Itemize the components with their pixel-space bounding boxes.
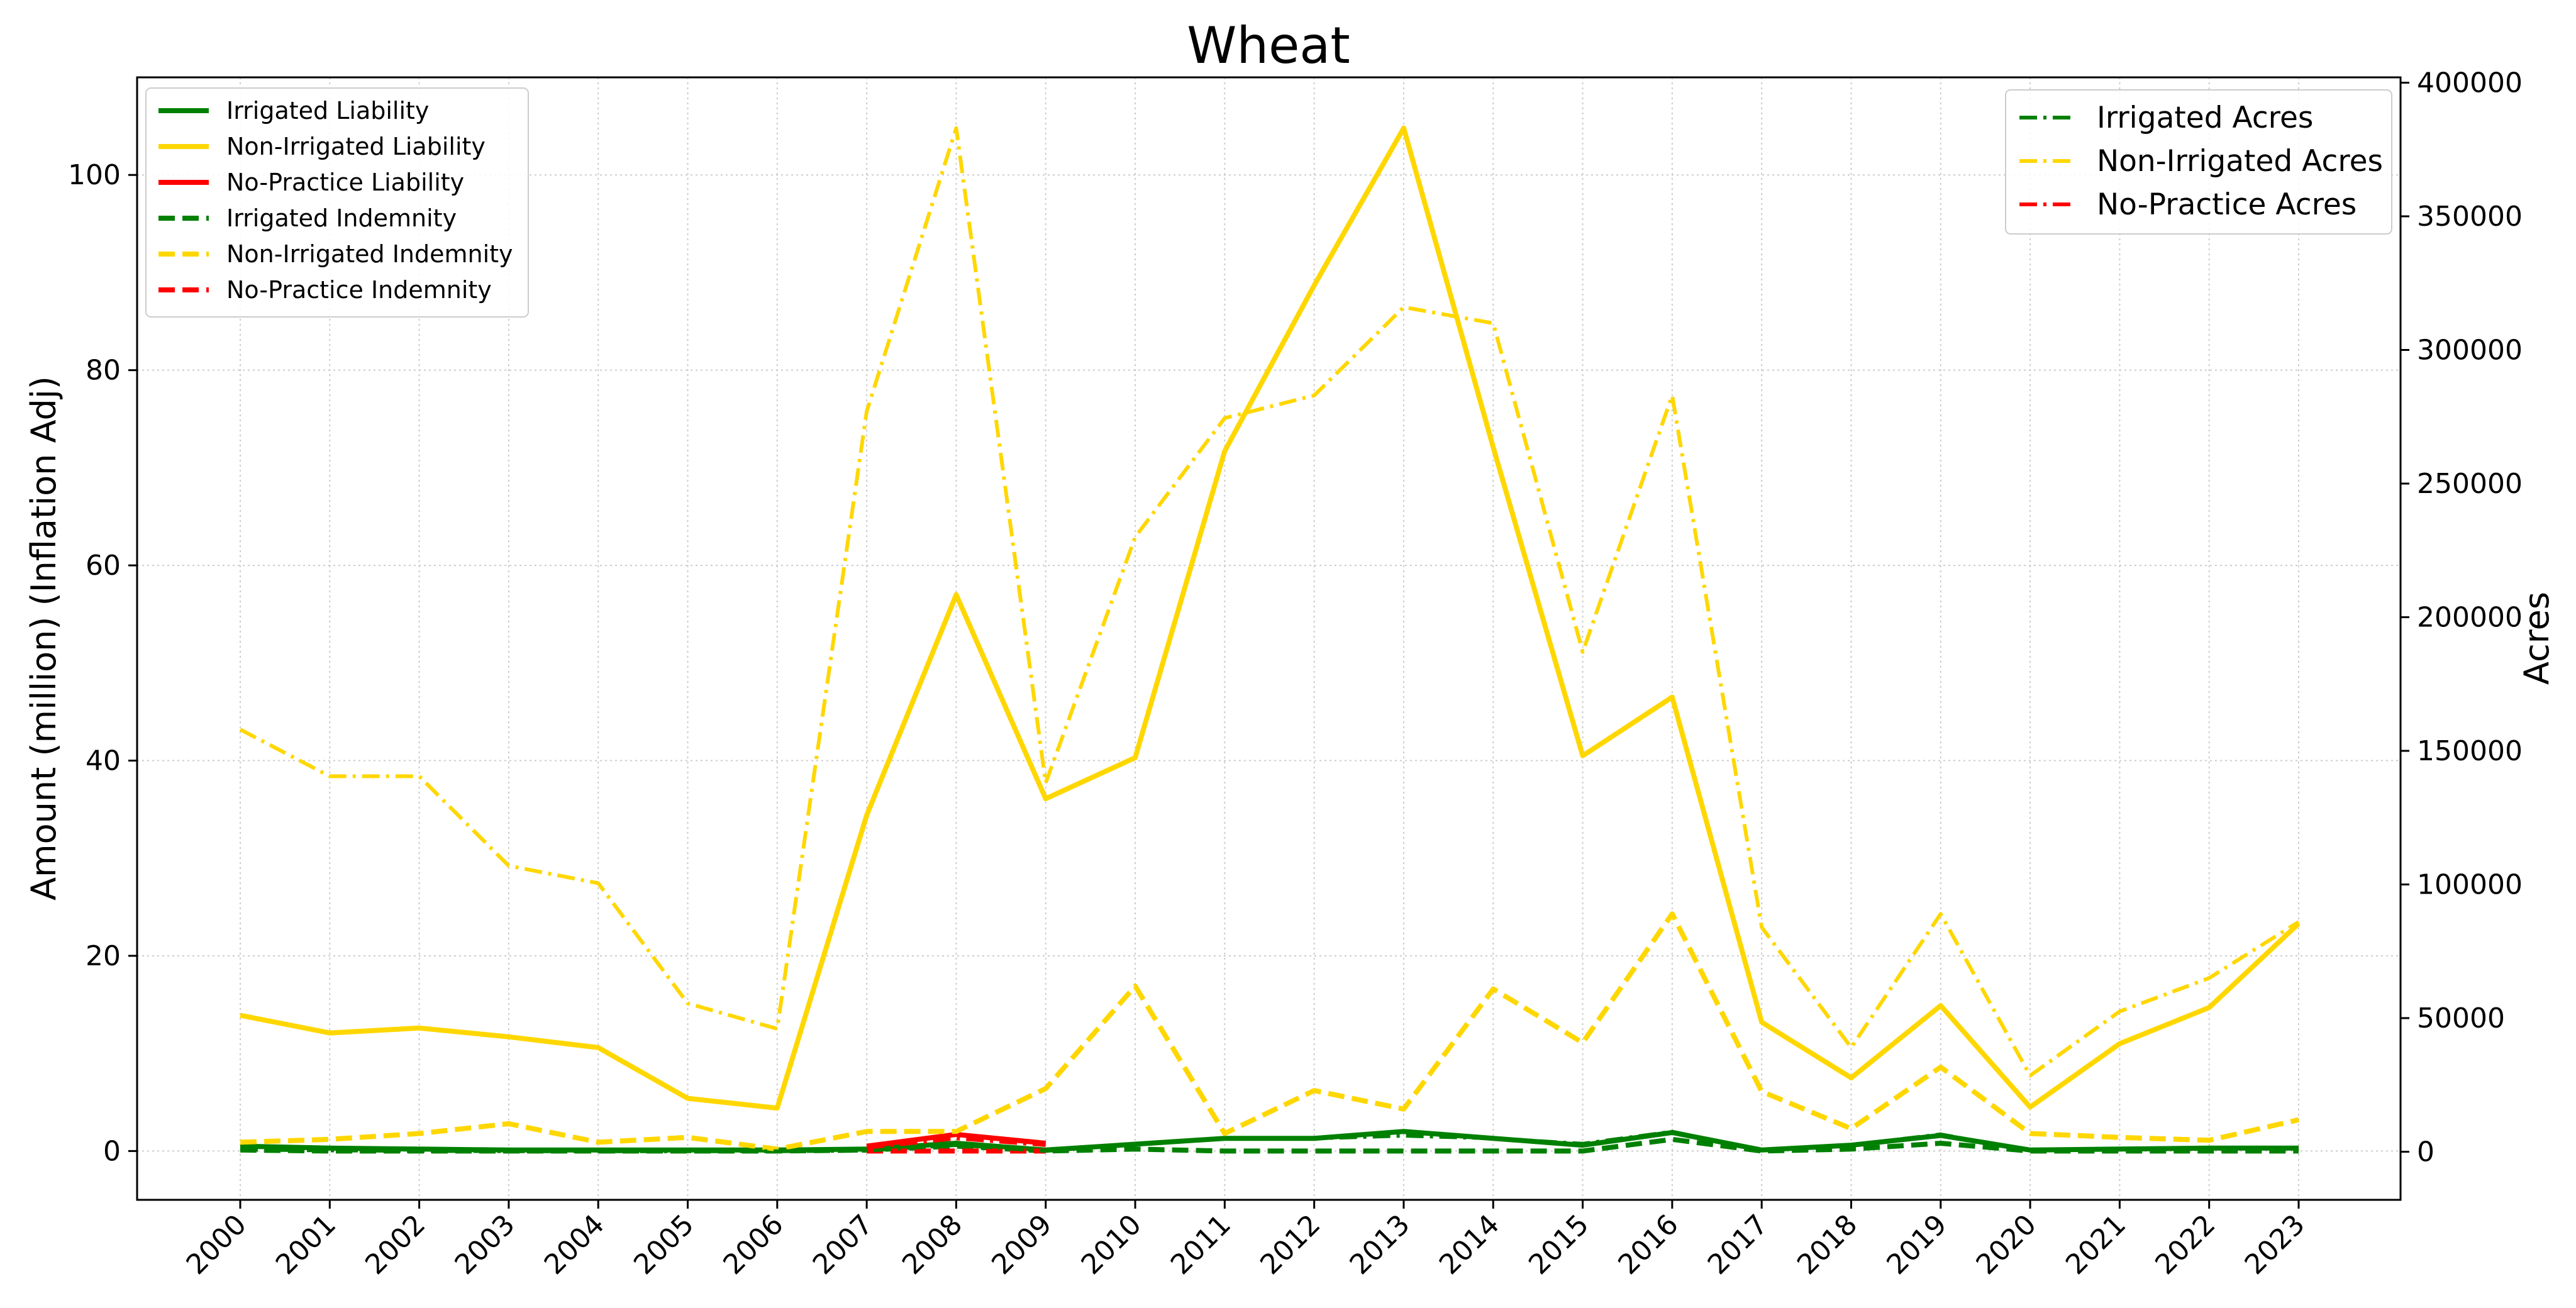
series-irrigated-acres xyxy=(240,1129,2299,1153)
legend-left-box xyxy=(145,87,529,318)
legend-liability-indemnity: Irrigated Liability Non-Irrigated Liabili… xyxy=(145,87,529,318)
y2-tick-label: 400000 xyxy=(2417,67,2523,99)
chart-title: Wheat xyxy=(1187,16,1350,75)
series-non-irrigated-liability xyxy=(240,125,2301,1111)
legend-right-box xyxy=(2005,89,2392,235)
legend-label: No-Practice Acres xyxy=(2097,187,2357,222)
y2-tick-label: 150000 xyxy=(2417,735,2523,767)
y-tick-label: 60 xyxy=(86,550,121,582)
series-no-practice-liability xyxy=(866,1132,1046,1149)
y-tick-label: 0 xyxy=(103,1135,121,1167)
y2-tick-label: 50000 xyxy=(2417,1002,2505,1034)
legend-label: Non-Irrigated Liability xyxy=(226,133,486,160)
plot-frame xyxy=(136,76,2402,1201)
legend-label: Non-Irrigated Indemnity xyxy=(226,240,513,268)
y2-tick-label: 0 xyxy=(2417,1136,2434,1168)
y2-tick-label: 100000 xyxy=(2417,869,2523,901)
legend-label: No-Practice Liability xyxy=(226,169,464,196)
y2-tick-label: 350000 xyxy=(2417,201,2523,233)
y-axis-left: 0 20 40 60 80 100 xyxy=(68,159,137,1167)
y-axis-right: 0 50000 100000 150000 200000 250000 300000 3500… xyxy=(2401,67,2523,1168)
legend-label: Irrigated Liability xyxy=(226,97,429,125)
y2-tick-label: 200000 xyxy=(2417,602,2523,634)
legend-label: Non-Irrigated Acres xyxy=(2097,144,2383,179)
y-tick-label: 100 xyxy=(68,159,121,191)
y-tick-label: 20 xyxy=(86,940,121,972)
y2-tick-label: 300000 xyxy=(2417,335,2523,367)
legend-acres: Irrigated Acres Non-Irrigated Acres No-Pra… xyxy=(2005,89,2392,235)
legend-label: No-Practice Indemnity xyxy=(226,276,492,304)
y-axis-label: Amount (million) (Inflation Adj) xyxy=(24,376,64,901)
series-non-irrigated-indemnity xyxy=(240,911,2299,1152)
legend-label: Irrigated Acres xyxy=(2097,101,2313,135)
series-layer xyxy=(239,125,2301,1154)
y2-tick-label: 250000 xyxy=(2417,468,2523,500)
legend-label: Irrigated Indemnity xyxy=(226,204,457,232)
series-non-irrigated-acres xyxy=(239,126,2300,1078)
y2-axis-label: Acres xyxy=(2517,592,2557,685)
y-tick-label: 80 xyxy=(86,355,121,387)
series-no-practice-acres xyxy=(866,1136,1046,1150)
y-tick-label: 40 xyxy=(86,745,121,777)
